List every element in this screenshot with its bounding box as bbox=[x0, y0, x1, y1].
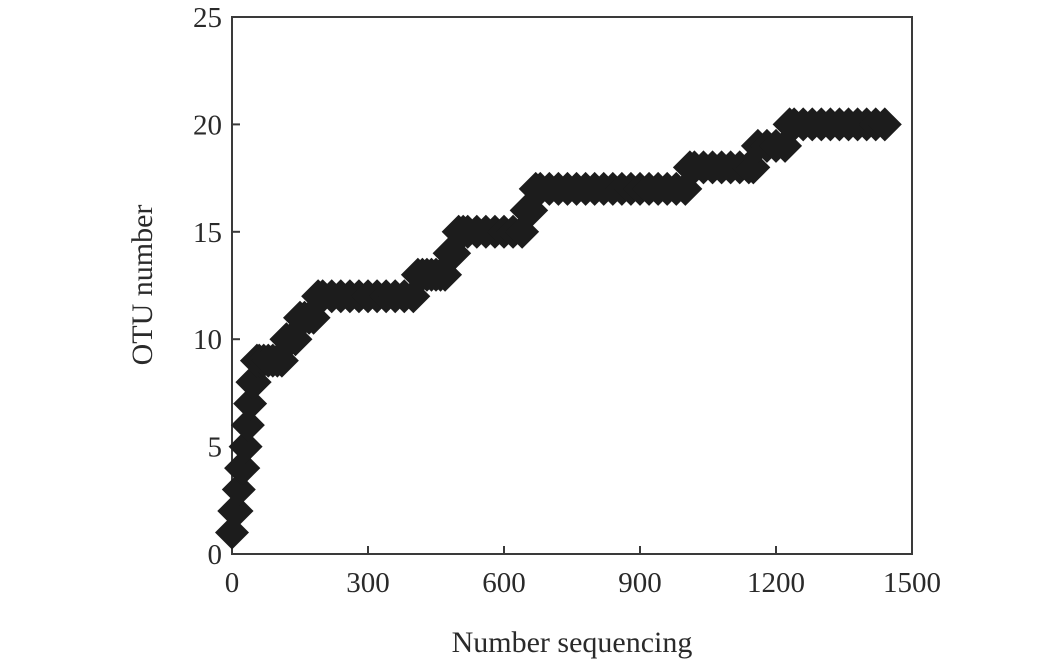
y-tick-label: 15 bbox=[193, 217, 222, 249]
x-tick-label: 0 bbox=[225, 567, 240, 599]
y-tick-label: 20 bbox=[193, 109, 222, 141]
y-axis-title: OTU number bbox=[126, 205, 159, 366]
x-tick-label: 300 bbox=[346, 567, 390, 599]
x-tick-label: 600 bbox=[482, 567, 526, 599]
y-tick-label: 5 bbox=[208, 432, 223, 464]
x-tick-label: 1500 bbox=[883, 567, 941, 599]
data-point bbox=[228, 429, 263, 464]
y-tick-label: 25 bbox=[193, 2, 222, 34]
y-axis: 0 5 10 15 20 25 bbox=[193, 2, 240, 571]
data-point bbox=[230, 408, 265, 443]
y-tick-label: 10 bbox=[193, 324, 222, 356]
data-point bbox=[226, 451, 261, 486]
y-tick-label: 0 bbox=[208, 539, 223, 571]
x-tick-label: 1200 bbox=[747, 567, 805, 599]
data-point bbox=[219, 494, 254, 529]
x-axis: 0 300 600 900 1200 1500 bbox=[225, 546, 941, 599]
x-axis-title: Number sequencing bbox=[452, 626, 693, 659]
data-points bbox=[215, 107, 902, 550]
plot-frame bbox=[231, 16, 913, 555]
x-tick-label: 900 bbox=[618, 567, 662, 599]
data-point bbox=[867, 107, 902, 142]
